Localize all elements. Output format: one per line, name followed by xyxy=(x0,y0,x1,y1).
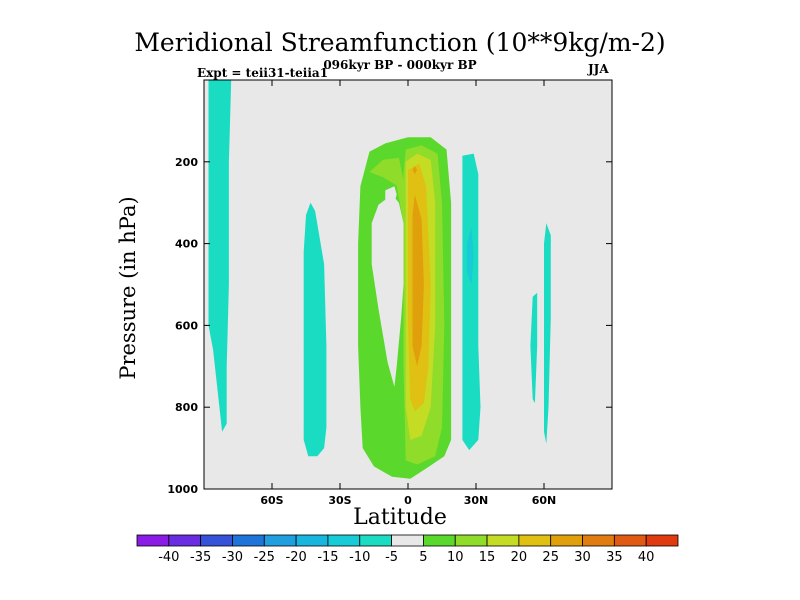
contour-negative-core-north xyxy=(466,227,474,285)
colorbar-label: 5 xyxy=(419,550,427,565)
contour-gap-hole xyxy=(385,186,397,215)
colorbar-label: -10 xyxy=(349,550,370,565)
y-tick-label: 1000 xyxy=(167,483,198,496)
colorbar-label: 25 xyxy=(542,550,559,565)
colorbar-label: -5 xyxy=(385,550,398,565)
colorbar-label: 35 xyxy=(606,550,623,565)
colorbar-swatch xyxy=(582,534,615,547)
colorbar-swatch xyxy=(295,534,329,547)
x-tick-label: 60N xyxy=(532,494,557,507)
season-label: JJA xyxy=(588,62,609,76)
y-tick-label: 400 xyxy=(175,238,198,251)
colorbar-swatch xyxy=(486,534,520,547)
colorbar-swatch xyxy=(200,534,233,547)
x-tick-label: 60S xyxy=(260,494,283,507)
colorbar-label: -15 xyxy=(317,550,338,565)
colorbar-swatch xyxy=(168,534,202,547)
colorbar-swatch xyxy=(645,534,679,547)
experiment-label: Expt = teii31-teiia1 xyxy=(197,66,329,80)
contour-positive-cell-10 xyxy=(369,157,404,224)
colorbar-swatch xyxy=(263,534,297,547)
chart-subtitle: 096kyr BP - 000kyr BP xyxy=(323,58,477,72)
colorbar-label: 20 xyxy=(511,550,528,565)
colorbar-swatch xyxy=(359,534,392,547)
colorbar-swatch xyxy=(136,534,170,547)
colorbar-label: 10 xyxy=(447,550,464,565)
contour-inner-gap xyxy=(371,194,404,387)
colorbar: -40 -35 -30 -25 -20 -15 -10 -5 5 10 15 20 25 30 35 40 xyxy=(136,534,679,565)
contour-negative-band-north xyxy=(462,153,481,451)
contour-negative-sliver-60n-b xyxy=(544,223,551,444)
colorbar-label: 30 xyxy=(574,550,591,565)
contour-positive-cell-25 xyxy=(412,194,424,367)
colorbar-label: -40 xyxy=(158,550,179,565)
colorbar-swatch xyxy=(423,534,456,547)
x-tick-label: 30S xyxy=(328,494,351,507)
plot-area: 60S 30S 0 30N 60N 200 400 600 800 1000 xyxy=(167,79,613,507)
colorbar-label: -35 xyxy=(190,550,211,565)
colorbar-label: 15 xyxy=(479,550,496,565)
contour-negative-band-high-south xyxy=(208,80,232,432)
y-tick-label: 800 xyxy=(175,401,198,414)
x-axis-label: Latitude xyxy=(353,505,447,530)
colorbar-label: -20 xyxy=(286,550,307,565)
colorbar-swatch xyxy=(232,534,265,547)
chart-title: Meridional Streamfunction (10**9kg/m-2) xyxy=(134,28,666,57)
x-tick-label: 30N xyxy=(464,494,489,507)
contour-negative-band-mid-south xyxy=(303,202,327,457)
colorbar-swatch xyxy=(518,534,552,547)
colorbar-swatch xyxy=(550,534,583,547)
colorbar-swatch xyxy=(613,534,647,547)
contour-negative-sliver-60n-a xyxy=(530,292,538,404)
colorbar-swatch xyxy=(454,534,488,547)
x-tick-label: 0 xyxy=(404,494,412,507)
y-tick-label: 200 xyxy=(175,156,198,169)
colorbar-swatch xyxy=(391,534,424,547)
colorbar-label: -25 xyxy=(254,550,275,565)
colorbar-label: 40 xyxy=(638,550,655,565)
y-tick-label: 600 xyxy=(175,319,198,332)
contour-positive-dot-25 xyxy=(412,165,418,175)
colorbar-swatch xyxy=(327,534,361,547)
colorbar-label: -30 xyxy=(222,550,243,565)
